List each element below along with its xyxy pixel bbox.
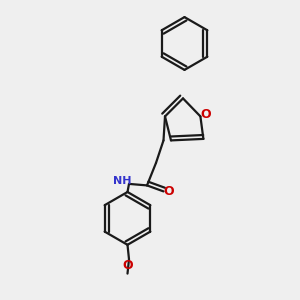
Text: O: O xyxy=(200,108,211,122)
Text: NH: NH xyxy=(113,176,132,187)
Text: O: O xyxy=(122,259,133,272)
Text: O: O xyxy=(164,185,174,198)
